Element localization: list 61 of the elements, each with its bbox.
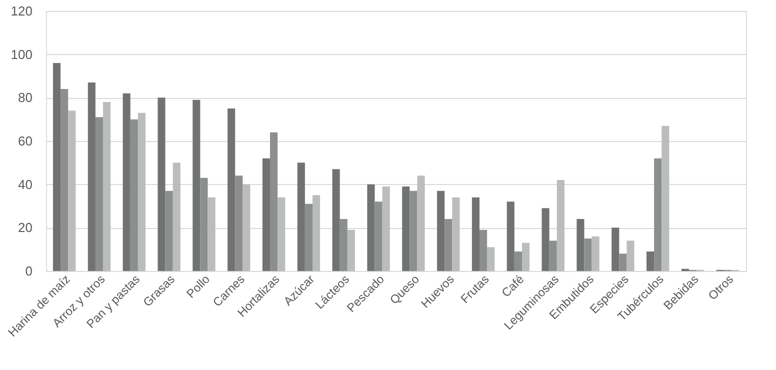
bar bbox=[200, 178, 208, 271]
bar bbox=[506, 202, 514, 271]
bar bbox=[576, 219, 584, 271]
bar bbox=[367, 184, 375, 271]
bar bbox=[662, 126, 670, 271]
bar bbox=[304, 204, 312, 271]
bar bbox=[556, 180, 564, 271]
bar bbox=[60, 89, 68, 271]
y-tick-label: 80 bbox=[18, 90, 32, 106]
bar bbox=[88, 82, 96, 271]
bar bbox=[410, 190, 418, 271]
bar bbox=[472, 197, 480, 271]
bar bbox=[172, 162, 180, 271]
bar bbox=[68, 110, 76, 271]
bar bbox=[52, 63, 61, 271]
bar bbox=[95, 117, 104, 271]
bar bbox=[646, 252, 654, 271]
bar bbox=[437, 190, 445, 271]
bar bbox=[165, 190, 173, 271]
bar bbox=[122, 93, 130, 271]
bar bbox=[592, 236, 600, 271]
y-tick-label: 40 bbox=[18, 176, 32, 192]
bar bbox=[228, 108, 236, 271]
bar bbox=[242, 184, 250, 271]
y-tick-label: 60 bbox=[18, 134, 32, 148]
bar bbox=[103, 102, 111, 271]
bar bbox=[584, 238, 592, 271]
bar bbox=[278, 197, 286, 271]
bar bbox=[138, 112, 146, 271]
bar bbox=[549, 240, 557, 271]
bar bbox=[626, 240, 634, 271]
bar bbox=[487, 247, 495, 271]
bar bbox=[208, 197, 216, 271]
y-tick-label: 0 bbox=[25, 264, 32, 278]
bar bbox=[340, 219, 348, 271]
bar bbox=[452, 197, 460, 271]
bar bbox=[262, 158, 270, 271]
bar bbox=[619, 254, 627, 271]
bar bbox=[382, 186, 390, 271]
bar bbox=[444, 219, 452, 271]
bar bbox=[158, 98, 166, 271]
bar bbox=[542, 208, 550, 271]
bar bbox=[654, 158, 662, 271]
bar bbox=[514, 252, 522, 271]
bar bbox=[347, 230, 355, 271]
bar bbox=[270, 132, 278, 271]
bar bbox=[297, 162, 305, 271]
bar bbox=[522, 242, 530, 271]
bar bbox=[312, 195, 320, 271]
y-tick-label: 20 bbox=[18, 220, 32, 236]
bar bbox=[374, 202, 382, 271]
bar bbox=[417, 176, 425, 271]
bar bbox=[235, 176, 243, 271]
bar bbox=[480, 230, 488, 271]
y-tick-label: 120 bbox=[10, 4, 32, 18]
bar bbox=[130, 119, 138, 271]
y-tick-label: 100 bbox=[10, 46, 32, 62]
bar bbox=[402, 186, 410, 271]
bar bbox=[612, 228, 620, 271]
bar bbox=[192, 100, 200, 271]
bar bbox=[332, 169, 340, 271]
